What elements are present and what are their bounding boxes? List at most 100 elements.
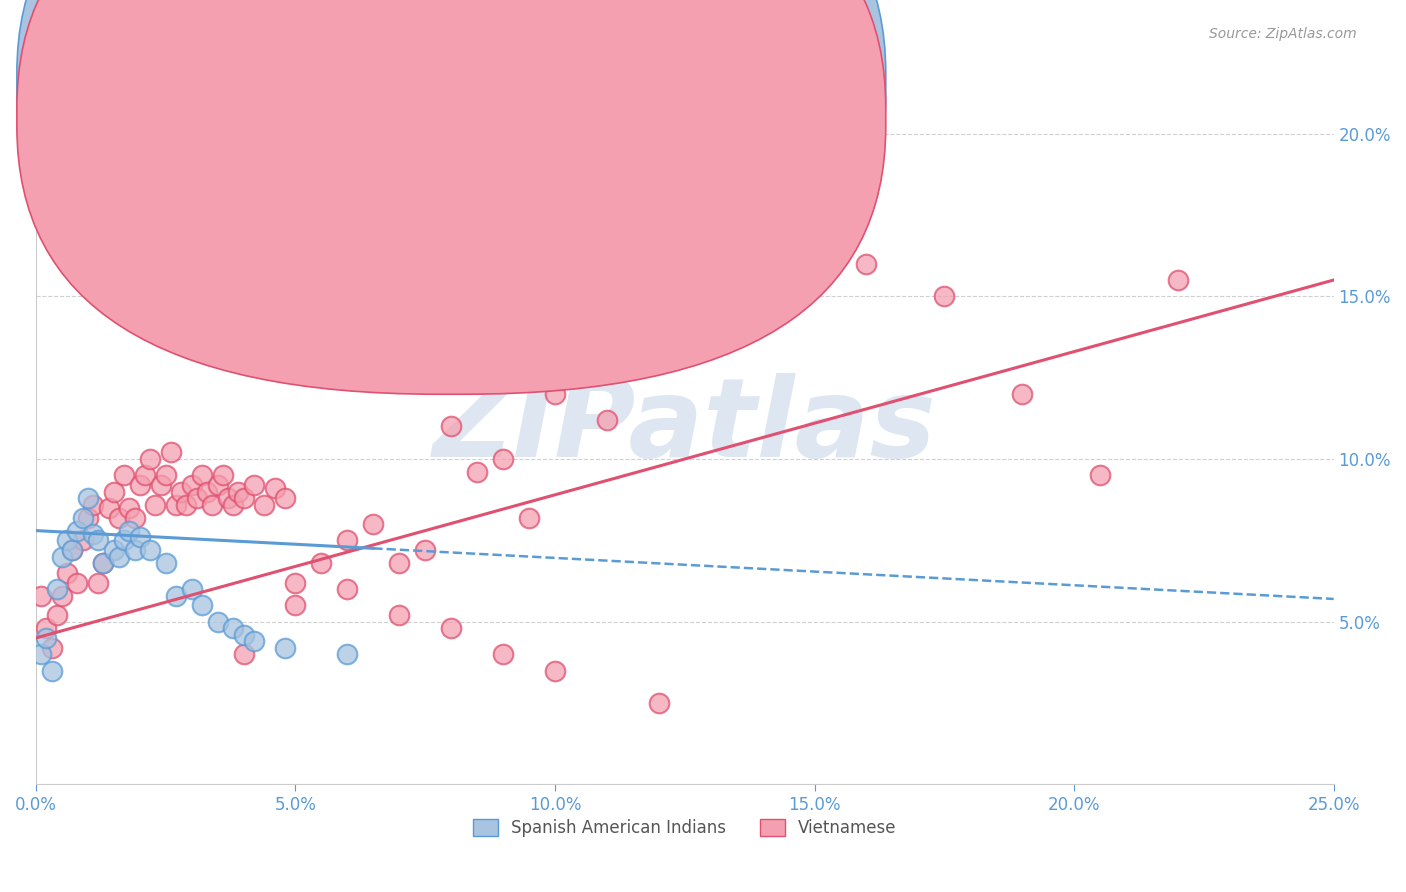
Point <box>336 647 359 661</box>
Point <box>165 589 187 603</box>
Point <box>82 526 104 541</box>
Point <box>103 543 125 558</box>
Point <box>60 543 83 558</box>
Point <box>934 289 956 303</box>
Point <box>66 575 89 590</box>
Point <box>186 491 208 505</box>
Point <box>128 478 150 492</box>
Point <box>108 510 131 524</box>
Point <box>284 599 307 613</box>
Point <box>413 543 436 558</box>
Point <box>648 354 671 368</box>
Point <box>72 510 94 524</box>
Point <box>45 582 67 596</box>
Point <box>648 696 671 710</box>
Point <box>243 634 266 648</box>
Point <box>82 498 104 512</box>
Point <box>165 498 187 512</box>
Point <box>76 510 98 524</box>
Point <box>149 478 172 492</box>
Point <box>492 647 515 661</box>
Point <box>45 608 67 623</box>
Point <box>118 500 141 515</box>
Point <box>311 556 333 570</box>
Point <box>30 589 52 603</box>
Point <box>176 498 198 512</box>
Point <box>60 543 83 558</box>
Point <box>87 575 110 590</box>
Point <box>207 478 229 492</box>
Point <box>41 664 63 678</box>
Text: ZIPatlas: ZIPatlas <box>433 373 936 480</box>
Point <box>155 468 177 483</box>
Point <box>124 543 146 558</box>
Point <box>56 566 79 580</box>
Point <box>191 468 214 483</box>
Text: R = -0.063   N = 30: R = -0.063 N = 30 <box>475 74 665 92</box>
Point <box>191 599 214 613</box>
Point <box>855 257 877 271</box>
Point <box>139 452 162 467</box>
Point <box>180 478 202 492</box>
Point <box>363 517 385 532</box>
Point <box>207 615 229 629</box>
Point <box>30 647 52 661</box>
Point <box>440 419 463 434</box>
Point <box>388 556 411 570</box>
Point <box>66 524 89 538</box>
Point <box>143 498 166 512</box>
Point <box>751 273 773 287</box>
Text: Source: ZipAtlas.com: Source: ZipAtlas.com <box>1209 27 1357 41</box>
Point <box>87 533 110 548</box>
Point <box>1167 273 1189 287</box>
Point <box>596 413 619 427</box>
Point <box>465 465 488 479</box>
Point <box>201 498 224 512</box>
Point <box>97 500 120 515</box>
Point <box>274 640 297 655</box>
Point <box>336 533 359 548</box>
Point <box>544 664 567 678</box>
Point <box>56 533 79 548</box>
Point <box>170 484 193 499</box>
Point <box>35 621 58 635</box>
Point <box>108 549 131 564</box>
Point <box>128 530 150 544</box>
Point <box>112 533 135 548</box>
Point <box>336 582 359 596</box>
Point <box>284 575 307 590</box>
Point <box>51 549 73 564</box>
Point <box>134 468 156 483</box>
Point <box>222 498 245 512</box>
Point <box>440 621 463 635</box>
Point <box>700 322 723 336</box>
Point <box>93 556 115 570</box>
Point <box>155 556 177 570</box>
Point <box>112 468 135 483</box>
Point <box>76 491 98 505</box>
Point <box>103 484 125 499</box>
Point <box>35 631 58 645</box>
Point <box>263 481 285 495</box>
Text: SPANISH AMERICAN INDIAN VS VIETNAMESE FEMALE UNEMPLOYMENT CORRELATION CHART: SPANISH AMERICAN INDIAN VS VIETNAMESE FE… <box>49 27 815 45</box>
Point <box>118 524 141 538</box>
Point <box>139 543 162 558</box>
Point <box>253 498 276 512</box>
Point <box>232 628 254 642</box>
Point <box>243 478 266 492</box>
Point <box>217 491 239 505</box>
Point <box>232 647 254 661</box>
Legend: Spanish American Indians, Vietnamese: Spanish American Indians, Vietnamese <box>467 813 903 844</box>
Point <box>195 484 218 499</box>
Point <box>160 445 183 459</box>
Point <box>232 491 254 505</box>
Point <box>274 491 297 505</box>
Point <box>803 224 825 238</box>
Point <box>41 640 63 655</box>
Point <box>1011 387 1033 401</box>
Point <box>228 484 250 499</box>
Point <box>93 556 115 570</box>
Point <box>388 608 411 623</box>
Point <box>72 533 94 548</box>
Point <box>492 452 515 467</box>
